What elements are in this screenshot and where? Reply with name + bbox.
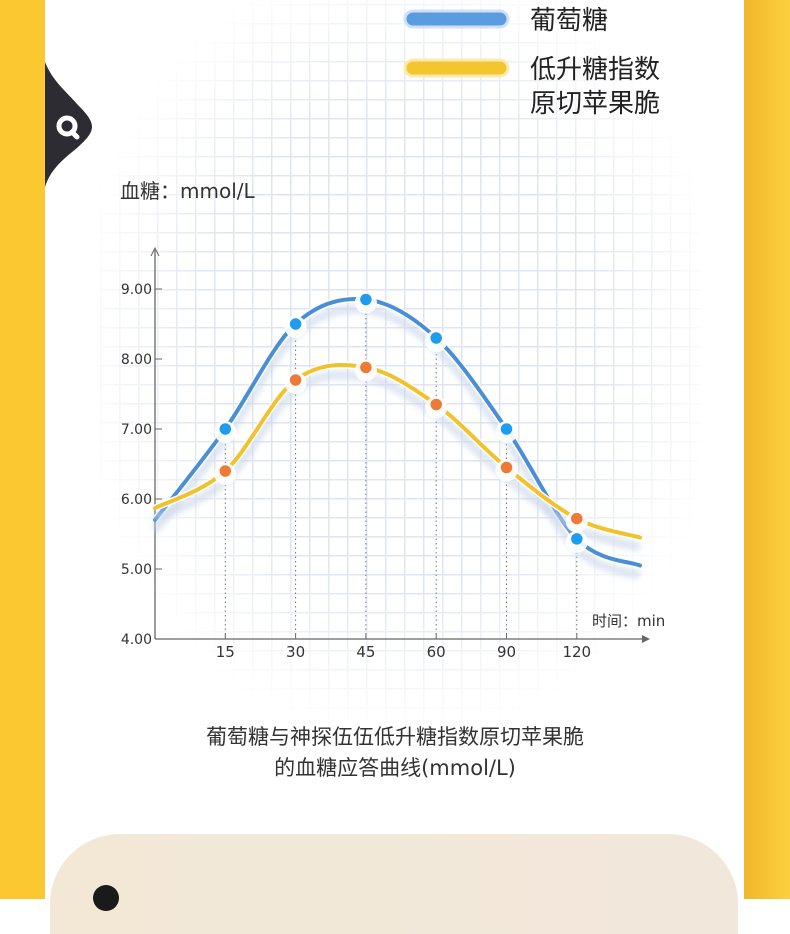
x-tick-label: 120 bbox=[562, 643, 591, 661]
glucose-point bbox=[569, 531, 585, 547]
x-tick-label: 15 bbox=[216, 643, 235, 661]
x-tick-label: 45 bbox=[356, 643, 375, 661]
apple-chips-point bbox=[428, 397, 444, 412]
content-panel bbox=[45, 0, 744, 899]
apple-chips-point bbox=[218, 463, 233, 479]
glucose-point bbox=[288, 316, 303, 332]
y-tick-label: 7.00 bbox=[121, 422, 152, 438]
y-axis-label: 血糖：mmol/L bbox=[120, 179, 255, 203]
y-tick-label: 6.00 bbox=[121, 492, 152, 508]
apple-chips-point bbox=[499, 460, 514, 475]
next-section-card bbox=[50, 834, 738, 934]
y-tick-label: 4.00 bbox=[121, 632, 152, 648]
search-icon bbox=[56, 115, 80, 140]
y-tick-label: 5.00 bbox=[121, 562, 152, 578]
y-tick-label: 8.00 bbox=[121, 352, 152, 368]
x-tick-label: 30 bbox=[286, 643, 305, 661]
y-axis-arrow bbox=[150, 246, 160, 257]
apple-chips-point bbox=[288, 372, 303, 388]
chart-caption: 葡萄糖与神探伍伍低升糖指数原切苹果脆 的血糖应答曲线(mmol/L) bbox=[0, 722, 790, 784]
glucose-point bbox=[428, 330, 444, 346]
legend-swatch-apple bbox=[403, 58, 510, 78]
grid-background bbox=[100, 0, 700, 720]
apple-chips-point bbox=[358, 360, 374, 375]
legend-label-apple-line1: 低升糖指数 bbox=[530, 55, 661, 85]
blood-glucose-chart: 血糖：mmol/L 时间：min 4.00 5.00 6.00 7.00 8.00 9.0… bbox=[120, 9, 665, 661]
y-tick-label: 9.00 bbox=[121, 282, 152, 298]
section-bullet-icon bbox=[93, 885, 119, 911]
x-tick-label: 90 bbox=[497, 643, 516, 661]
glucose-point bbox=[499, 421, 514, 437]
search-tab[interactable] bbox=[45, 62, 95, 187]
glucose-point bbox=[358, 292, 374, 307]
legend-swatch-glucose bbox=[403, 9, 510, 29]
legend-label-glucose: 葡萄糖 bbox=[530, 6, 609, 36]
left-border bbox=[0, 0, 45, 899]
x-axis-label: 时间：min bbox=[592, 612, 665, 630]
apple-chips-point bbox=[569, 511, 585, 526]
legend-label-apple-line2: 原切苹果脆 bbox=[530, 89, 661, 119]
right-border bbox=[744, 0, 790, 899]
glucose-point bbox=[218, 421, 233, 437]
caption-line-2: 的血糖应答曲线(mmol/L) bbox=[274, 756, 516, 780]
caption-line-1: 葡萄糖与神探伍伍低升糖指数原切苹果脆 bbox=[206, 725, 584, 749]
x-axis-arrow bbox=[642, 635, 650, 643]
x-tick-label: 60 bbox=[427, 643, 446, 661]
